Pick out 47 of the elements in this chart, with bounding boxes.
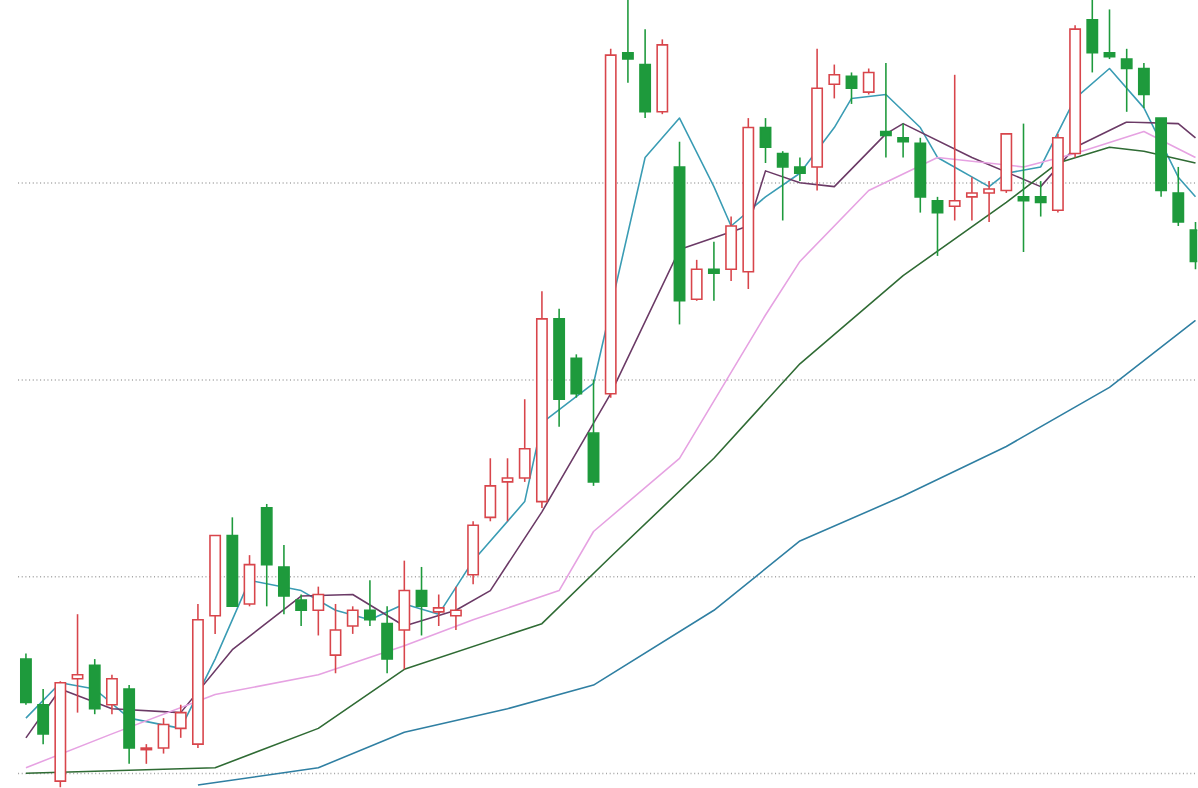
candlestick — [415, 566, 428, 637]
candlestick — [105, 674, 118, 716]
candlestick — [449, 586, 462, 632]
candlestick — [363, 579, 376, 628]
candlestick — [1120, 48, 1133, 113]
candlestick — [897, 123, 910, 159]
candlestick — [776, 150, 789, 222]
candlestick — [931, 196, 944, 257]
candlestick — [639, 28, 652, 120]
candlestick — [140, 743, 153, 765]
candlestick — [329, 603, 342, 675]
candlestick — [277, 544, 290, 616]
candlestick — [295, 594, 308, 628]
candlestick — [862, 67, 875, 96]
candlestick — [518, 398, 531, 483]
candlestick — [948, 74, 961, 222]
candlestick — [484, 457, 497, 523]
candlestick — [37, 688, 50, 746]
candlestick — [19, 653, 32, 706]
candlestick — [88, 658, 101, 716]
candlestick — [965, 176, 978, 222]
candlestick — [432, 594, 445, 628]
candlestick — [879, 62, 892, 159]
candlestick — [845, 71, 858, 106]
candlestick — [312, 586, 325, 637]
candlestick — [690, 259, 703, 302]
candlestick — [243, 554, 256, 608]
candlestick — [1137, 62, 1150, 109]
candlestick — [793, 156, 806, 183]
candlestick — [398, 560, 411, 671]
candlestick — [1172, 166, 1185, 228]
candlestick — [501, 457, 514, 523]
candlestick — [346, 605, 359, 635]
candlestick — [174, 704, 187, 739]
candlestick — [983, 180, 996, 224]
candlestick — [157, 717, 170, 755]
candlestick — [621, 0, 634, 84]
candlestick — [1086, 0, 1099, 74]
candlestick — [381, 605, 394, 675]
candlestick — [1034, 180, 1047, 218]
candlestick — [828, 64, 841, 100]
candlestick — [707, 241, 720, 302]
candlestick — [725, 216, 738, 283]
candlestick — [71, 613, 84, 714]
candlestick — [1017, 123, 1030, 254]
candlestick — [759, 117, 772, 165]
candlestick — [570, 353, 583, 399]
